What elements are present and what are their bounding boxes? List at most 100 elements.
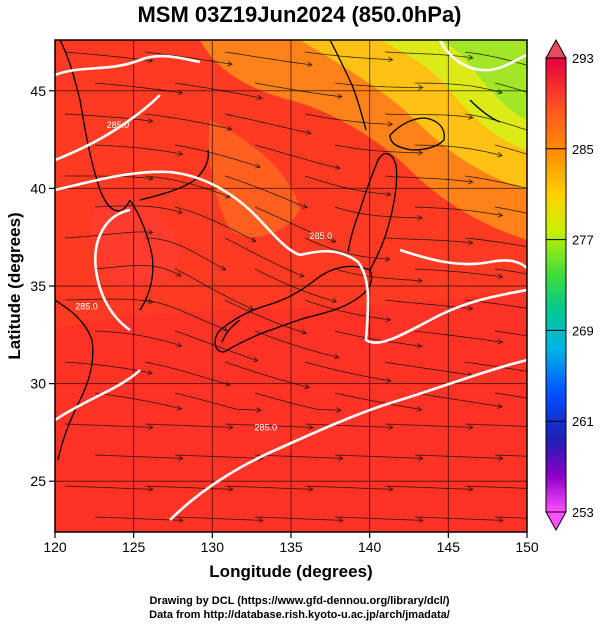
wind-streamlines [64, 51, 583, 523]
contour-label: 285.0 [310, 231, 333, 241]
streamline [414, 454, 503, 459]
streamline-arrow [498, 517, 504, 523]
streamline-arrow [331, 298, 338, 304]
x-tick-label: 130 [201, 539, 225, 555]
streamline-arrow [177, 208, 184, 215]
streamline [464, 175, 527, 189]
streamline [414, 82, 503, 94]
streamline-arrow [147, 369, 154, 376]
streamline [224, 485, 313, 490]
streamline-arrow [417, 277, 423, 284]
streamline [304, 423, 393, 428]
streamline [384, 51, 473, 59]
streamline-arrow [387, 56, 394, 63]
y-tick-label: 40 [30, 180, 46, 196]
streamline [494, 82, 527, 93]
streamline-arrow [225, 193, 231, 199]
streamline [224, 423, 313, 428]
streamline [384, 175, 473, 183]
y-tick-label: 45 [30, 83, 46, 99]
streamline [414, 330, 503, 343]
streamline [65, 175, 153, 180]
y-tick-label: 35 [30, 278, 46, 294]
streamline [464, 51, 527, 66]
x-tick-label: 150 [515, 539, 539, 555]
streamline-arrow [418, 455, 424, 461]
streamline [414, 144, 503, 157]
streamline-arrow [256, 407, 262, 413]
streamline [174, 516, 263, 521]
streamline [464, 113, 527, 131]
streamline-arrow [417, 215, 423, 221]
streamline-arrow [497, 212, 504, 218]
streamline-arrow [467, 305, 474, 312]
streamline [304, 485, 393, 490]
colorbar-tick-label: 269 [572, 323, 594, 338]
streamline-arrow [308, 424, 314, 430]
streamline-arrow [497, 338, 504, 345]
streamline-arrow [417, 150, 424, 156]
streamline-arrow [175, 271, 182, 277]
streamline-arrow [468, 239, 474, 246]
streamline-arrow [333, 353, 340, 360]
streamline-arrow [176, 342, 183, 348]
streamline [464, 237, 527, 248]
streamline-arrow [228, 486, 234, 492]
x-tick-label: 135 [279, 539, 303, 555]
streamline [174, 330, 258, 362]
streamline [94, 330, 182, 347]
streamline [224, 299, 307, 334]
streamline [304, 51, 393, 61]
streamline [304, 113, 393, 125]
streamline [464, 299, 527, 309]
streamline-arrow [258, 517, 264, 523]
streamline-arrow [579, 456, 583, 461]
streamline-arrow [148, 486, 154, 492]
colorbar-tick-label: 261 [572, 414, 594, 429]
streamline [464, 485, 527, 489]
streamline-arrow [467, 114, 474, 120]
streamline-arrow [385, 377, 392, 384]
streamline-arrow [147, 57, 154, 64]
streamline [144, 237, 226, 271]
streamline-arrow [176, 405, 183, 411]
streamline-arrow [336, 407, 342, 413]
streamline [334, 392, 422, 410]
streamline [304, 237, 390, 260]
x-tick-label: 140 [358, 539, 382, 555]
streamline [494, 330, 527, 337]
streamline-arrow [178, 517, 184, 523]
streamline [174, 268, 254, 310]
streamline-arrow [178, 455, 184, 461]
streamline [224, 113, 311, 134]
streamline [174, 82, 262, 99]
streamline [334, 144, 423, 154]
streamline-arrow [577, 342, 582, 347]
streamline-arrow [498, 455, 504, 461]
y-tick-label: 25 [30, 473, 46, 489]
streamline-arrow [416, 342, 423, 349]
streamline-arrow [227, 60, 233, 67]
streamline [94, 392, 182, 410]
streamline-arrow [388, 424, 394, 430]
streamline [254, 206, 336, 243]
streamline-arrow [304, 383, 311, 390]
streamline-arrow [148, 229, 154, 235]
streamline-arrow [222, 326, 229, 332]
streamline-arrow [299, 272, 305, 278]
streamline-arrow [224, 381, 231, 387]
streamline-arrow [497, 403, 503, 409]
y-tick-label: 30 [30, 376, 46, 392]
streamline [144, 361, 231, 386]
streamline-arrow [467, 54, 474, 61]
credit-drawing: Drawing by DCL (https://www.gfd-dennou.o… [149, 595, 450, 607]
streamline [384, 237, 473, 244]
streamline [174, 144, 261, 168]
streamline [224, 51, 313, 66]
streamline-arrow [148, 424, 154, 430]
streamline [414, 206, 503, 216]
streamline [174, 206, 256, 242]
streamline-arrow [256, 94, 263, 101]
streamline-arrow [388, 486, 394, 492]
streamline [64, 231, 153, 239]
